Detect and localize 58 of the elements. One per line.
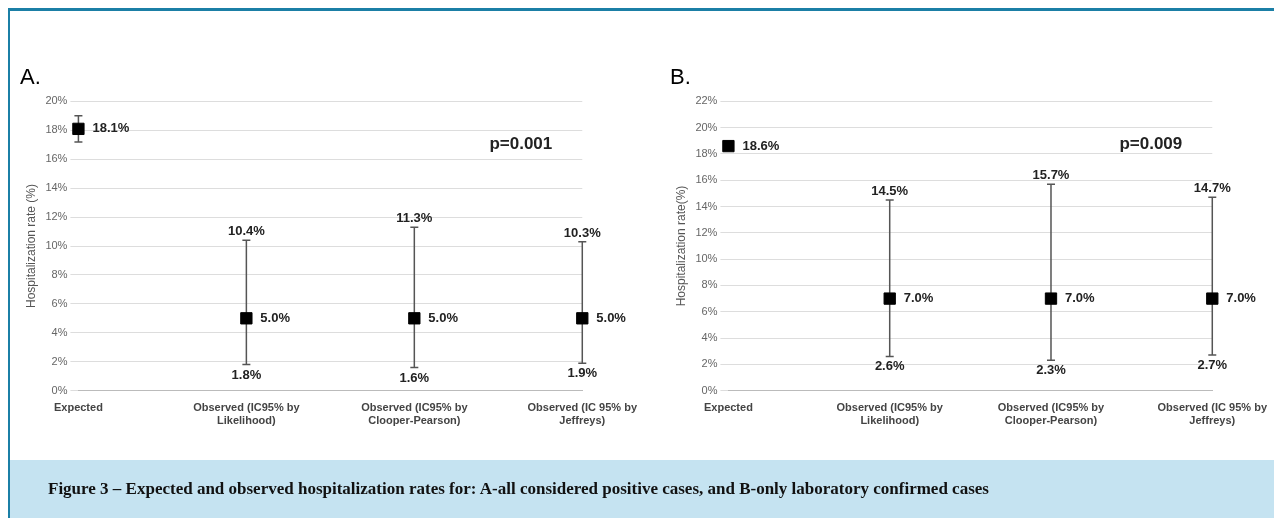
y-tick-label: 12%: [695, 225, 718, 238]
annotation: 1.8%: [231, 366, 262, 382]
y-tick-label: 20%: [695, 120, 718, 133]
annotation: 2.3%: [1036, 362, 1067, 378]
x-tick-label: Observed (IC 95% by Jeffreys): [527, 401, 638, 427]
annotation: 1.6%: [399, 369, 430, 385]
y-tick-label: 8%: [51, 267, 68, 280]
y-tick-label: 16%: [695, 173, 718, 186]
y-tick-label: 4%: [701, 331, 718, 344]
data-label: 7.0%: [903, 290, 934, 306]
x-tick-label: Observed (IC95% by Clooper-Pearson): [997, 401, 1106, 427]
y-tick-label: 2%: [701, 357, 718, 370]
chart-title: A.: [20, 64, 41, 90]
y-tick-label: 10%: [695, 252, 718, 265]
y-tick-label: 16%: [45, 152, 68, 165]
annotation: 10.4%: [227, 223, 266, 239]
annotation: p=0.001: [489, 134, 553, 154]
annotation: 11.3%: [396, 210, 433, 226]
y-axis-title: Hospitalization rate(%): [673, 185, 688, 307]
y-tick-label: 6%: [51, 296, 68, 309]
x-tick-label: Observed (IC95% by Likelihood): [193, 401, 301, 427]
y-tick-label: 20%: [45, 94, 68, 107]
chart-title: B.: [670, 64, 691, 90]
x-tick-label: Expected: [53, 401, 103, 414]
y-tick-label: 18%: [695, 147, 718, 160]
data-label: 18.1%: [92, 120, 130, 136]
y-tick-label: 22%: [695, 94, 718, 107]
x-tick-label: Observed (IC95% by Clooper-Pearson): [361, 401, 469, 427]
y-tick-label: 8%: [701, 278, 718, 291]
y-tick-label: 12%: [45, 210, 68, 223]
data-label: 18.6%: [742, 137, 780, 153]
annotation: 10.3%: [563, 224, 602, 240]
data-label: 5.0%: [428, 309, 459, 325]
data-label: 5.0%: [596, 309, 627, 325]
data-label: 7.0%: [1226, 290, 1257, 306]
x-tick-label: Observed (IC95% by Likelihood): [836, 401, 944, 427]
y-axis-title: Hospitalization rate (%): [23, 183, 38, 309]
y-tick-label: 4%: [51, 325, 68, 338]
y-tick-label: 2%: [51, 354, 68, 367]
y-tick-label: 6%: [701, 304, 718, 317]
y-tick-label: 14%: [45, 181, 68, 194]
x-tick-label: Expected: [703, 401, 753, 414]
annotation: 2.6%: [874, 358, 905, 374]
annotation: p=0.009: [1119, 134, 1183, 154]
caption: Figure 3 – Expected and observed hospitalization rates for: A-all considered positive cases, and B-only laboratory confirmed cases: [48, 479, 989, 499]
data-label: 7.0%: [1065, 290, 1096, 306]
annotation: 15.7%: [1032, 167, 1070, 183]
annotation: 1.9%: [567, 365, 598, 381]
y-tick-label: 14%: [695, 199, 718, 212]
y-tick-label: 0%: [51, 383, 68, 396]
annotation: 14.7%: [1193, 180, 1232, 196]
y-tick-label: 0%: [701, 383, 718, 396]
data-label: 5.0%: [260, 309, 291, 325]
y-tick-label: 10%: [45, 239, 68, 252]
x-tick-label: Observed (IC 95% by Jeffreys): [1157, 401, 1268, 427]
annotation: 14.5%: [871, 183, 909, 199]
annotation: 2.7%: [1197, 357, 1228, 373]
y-tick-label: 18%: [45, 123, 68, 136]
